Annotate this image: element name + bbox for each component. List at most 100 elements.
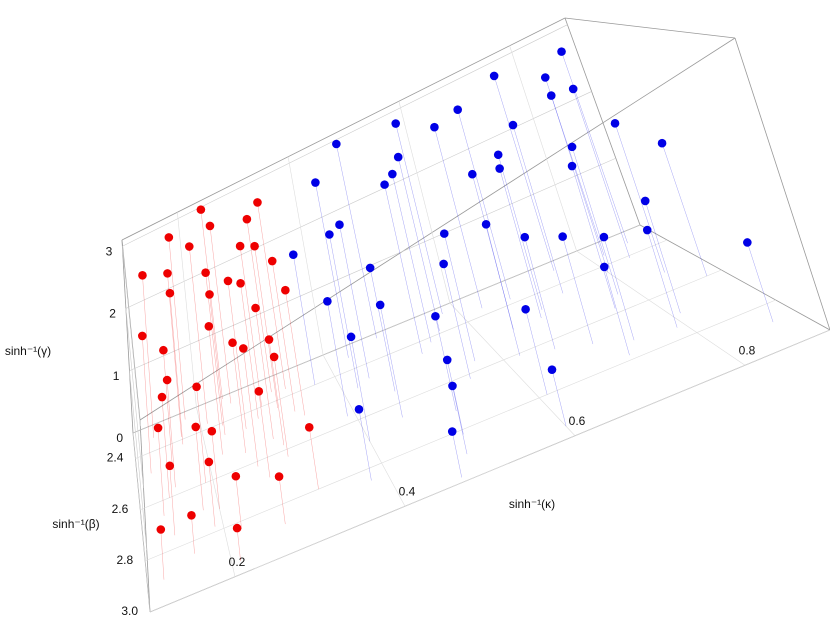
drop-line [273,356,289,457]
grid-line [509,45,577,252]
drop-line [443,263,471,379]
grid-line [129,370,148,551]
point [567,161,577,171]
point [164,233,174,242]
drop-line [339,224,370,379]
box-edge [639,224,830,331]
point [165,461,175,471]
z-tick-label: 2 [109,307,116,321]
drop-line [227,280,247,429]
drop-line [208,461,216,527]
box-edge [121,239,134,434]
x-tick-label: 0.6 [569,414,586,428]
drop-line [189,246,208,424]
drop-line [457,109,511,300]
point [481,220,491,229]
point [557,47,566,56]
point [521,304,530,314]
point [138,331,147,341]
drop-line [493,75,555,271]
point [156,525,166,534]
x-tick-label: 0.2 [229,555,246,569]
point [489,71,499,81]
grid-line [122,246,141,427]
point [453,105,463,114]
point [205,290,214,299]
point [205,221,215,231]
point [520,232,530,242]
drop-line [208,326,223,455]
z-tick-label: 0 [116,431,123,445]
drop-line [168,237,186,420]
point [430,122,439,132]
grid-line [287,156,324,356]
drop-line [160,529,165,580]
drop-line [384,184,423,354]
drop-line [571,146,619,295]
drop-line [561,51,628,244]
z-tick-label: 1 [113,369,120,383]
point [391,119,400,128]
drop-line [358,409,372,481]
drop-line [166,379,176,488]
drop-line [169,293,184,445]
drop-line [167,273,182,438]
drop-line [446,359,464,435]
drop-line [232,342,246,454]
point [163,269,172,278]
y-tick-label: 2.4 [107,451,124,465]
drop-line [604,266,630,356]
point [223,276,233,286]
drop-line [497,154,543,310]
x-tick-label: 0.8 [739,343,756,357]
point [159,345,168,355]
grid-line [140,269,722,510]
grid-line [398,101,451,304]
point [439,259,448,269]
drop-line [551,95,609,273]
point [447,427,457,436]
y-tick-label: 2.6 [112,502,129,516]
point [567,142,577,152]
drop-line [524,237,556,350]
drop-line [571,165,616,309]
box-edge [734,37,830,331]
point [380,180,389,189]
drop-line [392,173,432,343]
drop-line [191,515,195,554]
point [267,256,277,266]
point [610,119,620,128]
point [388,169,397,179]
point [642,225,652,235]
point [253,198,262,207]
drop-line [157,427,165,516]
y-tick-label: 3.0 [121,604,138,618]
drop-line [255,307,274,439]
point [335,220,344,229]
y-axis-label: sinh⁻¹(β) [52,517,99,531]
drop-line [315,182,349,358]
drop-line [258,391,271,478]
drop-line [499,168,542,319]
point [232,523,242,533]
point [431,311,440,321]
point [346,332,356,342]
grid-line [177,212,197,408]
point [191,422,201,432]
drop-line [329,234,359,389]
point [228,338,237,348]
box-edge [139,37,736,421]
drop-line [379,304,403,418]
point [138,271,147,280]
point [250,241,259,251]
point [192,382,201,392]
x-tick-label: 0.4 [399,484,416,498]
point [495,164,504,173]
drop-line [272,261,296,412]
drop-line [603,237,635,341]
point [439,229,449,238]
point [204,321,214,331]
point [251,303,260,313]
drop-line [278,476,286,525]
